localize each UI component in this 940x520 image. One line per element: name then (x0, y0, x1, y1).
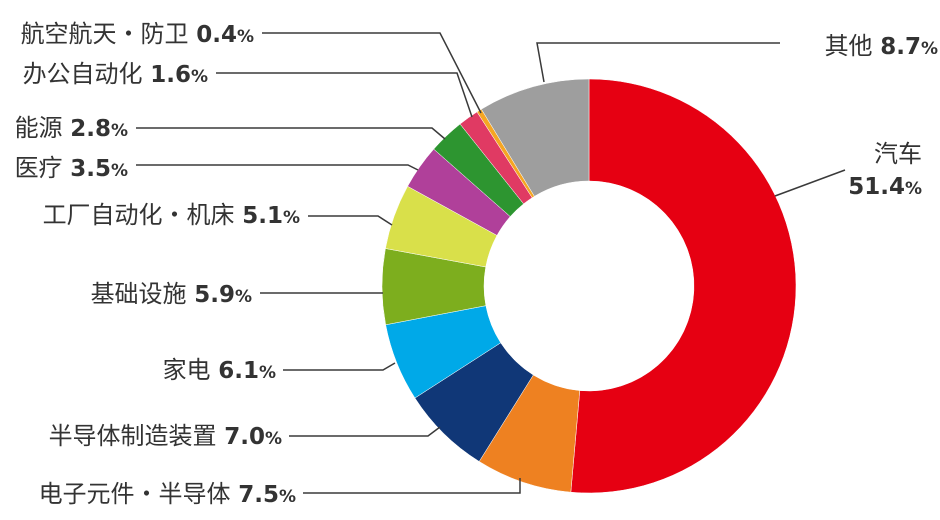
leader-line-10 (536, 42, 780, 83)
slice-label: 能源 2.8% (15, 114, 128, 142)
leader-line-5 (308, 215, 393, 226)
leader-line-0 (774, 169, 846, 197)
slice-0 (570, 78, 797, 494)
leader-line-1 (303, 478, 521, 494)
leader-line-7 (136, 127, 446, 140)
slices (381, 78, 797, 494)
slice-labels: 汽车 51.4% 电子元件・半导体 7.5% 半导体制造装置 7.0% 家电 6.1% 基… (15, 20, 938, 508)
leader-line-8 (216, 72, 473, 118)
slice-label: 其他 8.7% (825, 32, 938, 60)
slice-label: 医疗 3.5% (15, 154, 128, 182)
slice-10 (481, 78, 590, 197)
slice-label-value: 51.4% (848, 174, 922, 200)
slice-label: 办公自动化 1.6% (23, 60, 208, 88)
slice-label: 基础设施 5.9% (91, 280, 252, 308)
slice-label-name: 汽车 (874, 140, 922, 168)
leader-lines (136, 32, 846, 494)
slice-label: 航空航天・防卫 0.4% (21, 20, 254, 48)
slice-label: 家电 6.1% (163, 356, 276, 384)
slice-label: 半导体制造装置 7.0% (49, 422, 282, 450)
leader-line-9 (262, 32, 482, 114)
leader-line-3 (283, 362, 396, 371)
slice-label: 电子元件・半导体 7.5% (39, 480, 296, 508)
slice-label: 工厂自动化・机床 5.1% (43, 201, 300, 229)
leader-line-6 (136, 164, 419, 171)
leader-line-2 (289, 426, 441, 437)
